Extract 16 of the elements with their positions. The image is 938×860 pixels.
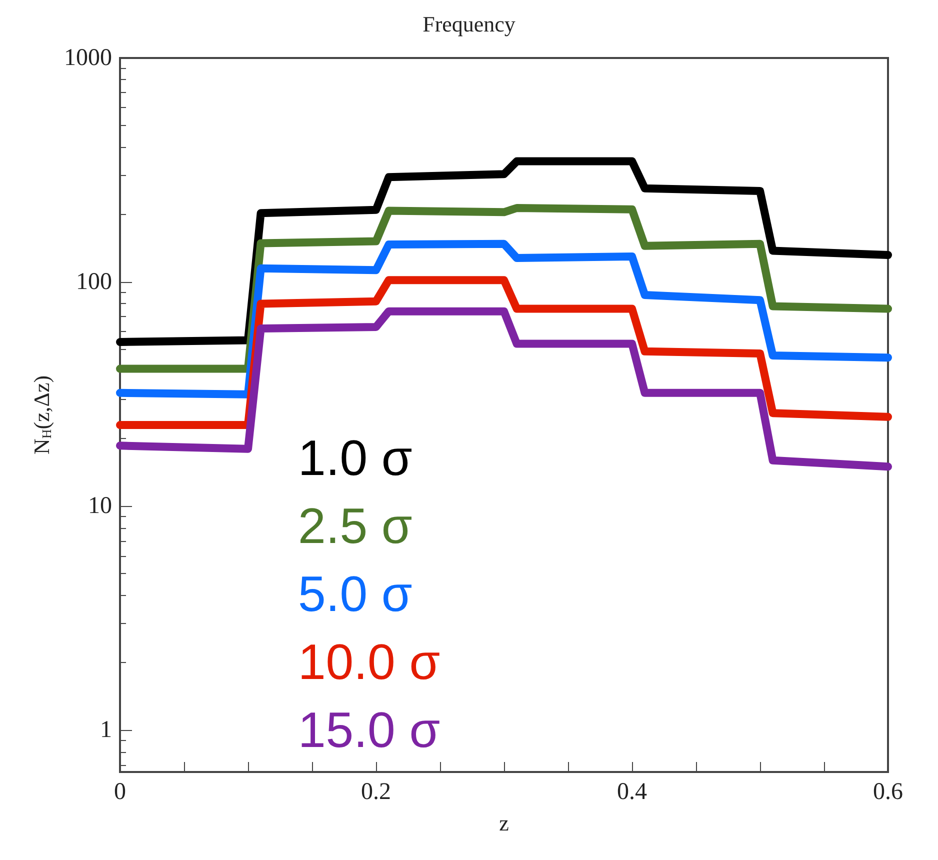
x-tick-label: 0 bbox=[114, 779, 126, 805]
y-tick-label: 10 bbox=[88, 493, 112, 520]
text: 1.0 σ bbox=[298, 430, 412, 486]
text: 15.0 σ bbox=[298, 702, 440, 758]
text: 10.0 σ bbox=[298, 634, 440, 690]
y-tick-label: 100 bbox=[76, 269, 112, 296]
y-axis-title: NH(z,Δz) bbox=[29, 375, 54, 455]
y-tick-label: 1 bbox=[100, 717, 112, 744]
text: 5.0 σ bbox=[298, 566, 412, 622]
y-tick-label: 1000 bbox=[64, 45, 112, 71]
x-tick-label: 0.2 bbox=[361, 779, 391, 805]
x-axis-title: z bbox=[499, 810, 510, 836]
chart-title: Frequency bbox=[422, 12, 516, 36]
x-tick-label: 0.4 bbox=[617, 779, 647, 805]
text: 2.5 σ bbox=[298, 498, 412, 554]
x-tick-label: 0.6 bbox=[873, 779, 903, 805]
